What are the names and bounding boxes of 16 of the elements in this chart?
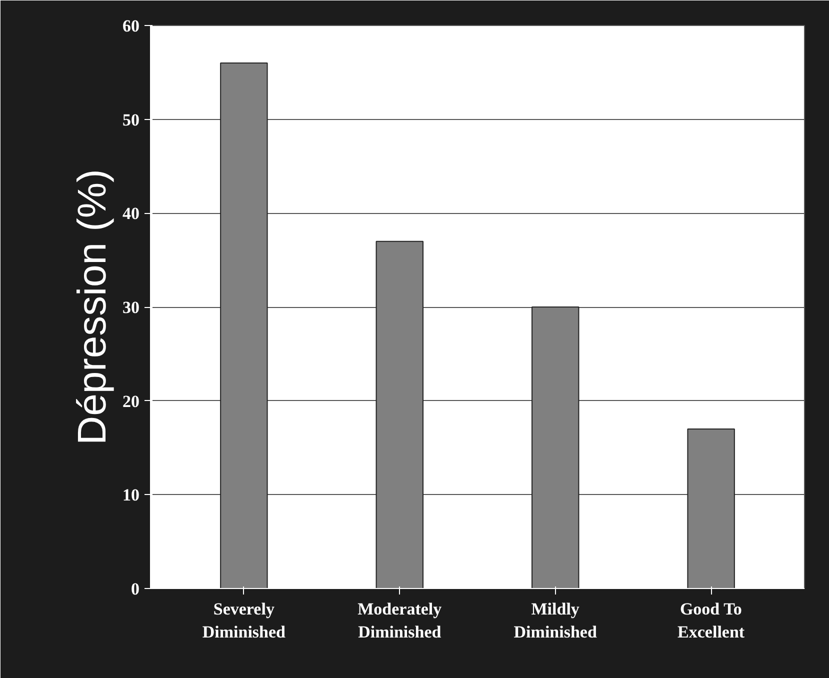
y-tick-label: 50 bbox=[122, 110, 140, 130]
bar bbox=[532, 306, 580, 588]
bar bbox=[687, 428, 735, 588]
y-tick-label: 30 bbox=[122, 298, 140, 317]
bar bbox=[376, 240, 424, 588]
y-tick-label: 10 bbox=[122, 486, 140, 505]
y-tick-label: 40 bbox=[122, 204, 140, 224]
x-tick-label: Moderately Diminished bbox=[358, 600, 442, 642]
y-tick-label: 60 bbox=[122, 16, 140, 36]
x-tick-label: Severely Diminished bbox=[202, 600, 286, 642]
y-axis-title: Dépression (%) bbox=[70, 169, 114, 445]
y-tick-label: 20 bbox=[122, 392, 140, 411]
y-tick-label: 0 bbox=[131, 580, 140, 598]
x-tick-label: Good To Excellent bbox=[678, 600, 745, 642]
bar bbox=[220, 62, 268, 588]
x-tick-label: Mildly Diminished bbox=[514, 600, 598, 642]
